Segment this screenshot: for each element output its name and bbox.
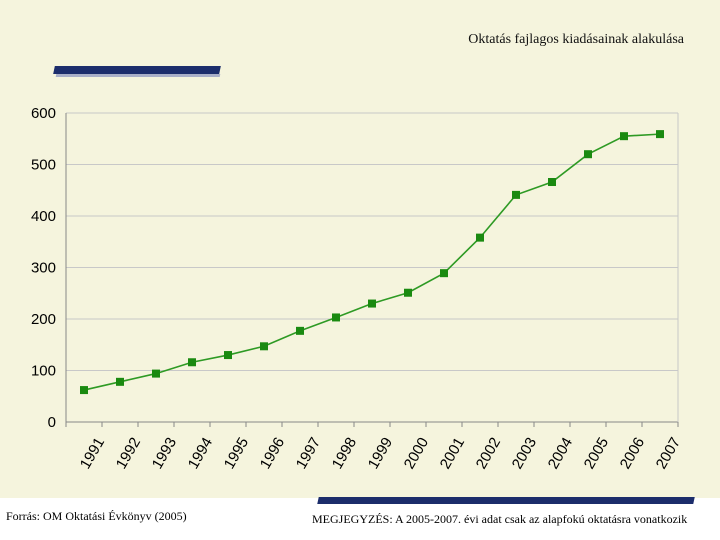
series-line — [83, 133, 661, 391]
data-point — [116, 377, 124, 386]
data-point — [80, 386, 88, 395]
y-tick-label: 100 — [31, 363, 56, 380]
x-tick-label: 1992 — [113, 435, 144, 472]
y-tick-label: 0 — [48, 414, 56, 431]
x-tick-label: 2001 — [437, 435, 468, 472]
data-point — [260, 342, 268, 351]
footer-accent-bar — [317, 497, 695, 504]
x-tick-label: 1995 — [221, 435, 252, 472]
data-point — [296, 326, 304, 335]
data-point — [656, 130, 664, 139]
data-point — [512, 190, 520, 199]
x-tick-label: 1996 — [257, 435, 288, 472]
x-tick-label: 1991 — [77, 435, 108, 472]
data-point — [476, 233, 484, 242]
y-tick-label: 300 — [31, 260, 56, 277]
line-chart: 0 100 200 300 400 500 600 1991 1992 1993 1994 1995… — [31, 105, 684, 472]
data-point — [584, 150, 592, 159]
data-point — [368, 299, 376, 308]
x-tick-label: 2000 — [401, 435, 432, 472]
x-tick-label: 2004 — [545, 435, 576, 472]
data-series — [80, 130, 664, 395]
y-tick-label: 600 — [31, 105, 56, 122]
y-tick-label: 400 — [31, 208, 56, 225]
slide-background — [0, 0, 720, 498]
data-point — [332, 313, 340, 322]
remark-note: MEGJEGYZÉS: A 2005-2007. évi adat csak a… — [312, 512, 688, 526]
x-tick-label: 2007 — [653, 435, 684, 472]
data-point — [440, 269, 448, 278]
axes — [65, 113, 679, 427]
data-point — [152, 369, 160, 378]
y-tick-label: 200 — [31, 311, 56, 328]
source-note: Forrás: OM Oktatási Évkönyv (2005) — [6, 509, 187, 523]
x-axis-ticks: 1991 1992 1993 1994 1995 1996 1997 1998 1999 2000… — [77, 435, 684, 472]
y-tick-label: 500 — [31, 157, 56, 174]
x-tick-label: 2005 — [581, 435, 612, 472]
x-tick-label: 2003 — [509, 435, 540, 472]
x-tick-label: 2002 — [473, 435, 504, 472]
x-tick-label: 1997 — [293, 435, 324, 472]
data-point — [620, 132, 628, 141]
data-point — [224, 351, 232, 360]
grid — [66, 112, 678, 371]
chart-title: Oktatás fajlagos kiadásainak alakulása — [468, 32, 684, 47]
data-point — [404, 288, 412, 297]
x-tick-label: 1998 — [329, 435, 360, 472]
x-tick-label: 2006 — [617, 435, 648, 472]
x-tick-label: 1994 — [185, 435, 216, 472]
data-point — [548, 178, 556, 187]
data-point — [188, 358, 196, 367]
x-tick-label: 1993 — [149, 435, 180, 472]
y-axis-ticks: 0 100 200 300 400 500 600 — [31, 105, 56, 431]
x-tick-label: 1999 — [365, 435, 396, 472]
